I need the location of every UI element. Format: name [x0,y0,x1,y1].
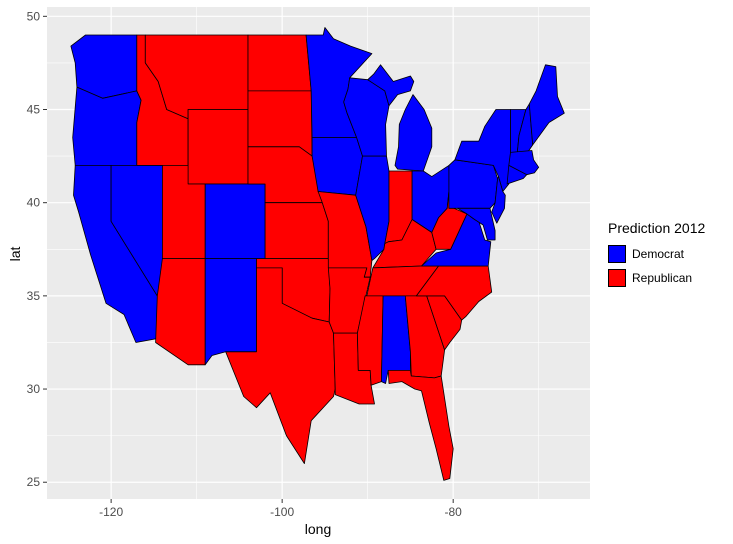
state-nd [247,34,312,92]
legend-swatch-democrat [608,245,626,263]
y-tick-label: 50 [27,9,41,23]
x-tick-label: -80 [445,505,463,519]
y-tick-label: 35 [27,289,41,303]
state-ms [356,295,384,386]
state-mi-up [367,64,415,107]
legend-item-democrat: Democrat [608,242,705,266]
state-wy [187,109,249,185]
state-pa [448,159,499,209]
state-me [528,64,565,146]
state-ia [311,137,363,196]
legend-title: Prediction 2012 [608,220,706,236]
y-axis-label: lat [7,247,23,262]
state-fl [387,369,454,481]
state-mi [394,94,433,172]
legend-label-republican: Republican [632,271,693,285]
y-tick-label: 45 [27,103,41,117]
states-layer [70,27,565,481]
state-nm [204,258,257,366]
x-axis-label: long [305,521,331,537]
state-wv [431,191,468,250]
state-tx [225,267,336,465]
state-nj [491,176,506,224]
legend-swatch-republican [608,269,626,287]
x-tick-label: -100 [270,505,294,519]
y-tick-label: 25 [27,475,41,489]
y-tick-label: 40 [27,196,41,210]
y-tick-label: 30 [27,382,41,396]
state-ks [264,202,329,260]
state-ky [372,219,437,269]
legend: Prediction 2012 Democrat Republican [608,220,705,290]
state-or [72,86,142,166]
state-sd [247,90,313,157]
x-tick-label: -120 [99,505,123,519]
legend-item-republican: Republican [608,266,705,290]
state-ctri [506,164,528,185]
y-axis: 25 30 35 40 45 50 [27,9,47,489]
x-axis: -120 -100 -80 [99,499,462,519]
legend-label-democrat: Democrat [632,247,685,261]
state-mdde [457,207,496,241]
state-co [204,183,266,260]
